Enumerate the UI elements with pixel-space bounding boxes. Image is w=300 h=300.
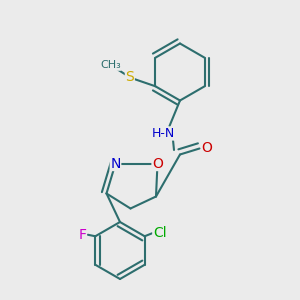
Text: O: O: [152, 157, 163, 170]
Text: N: N: [110, 157, 121, 170]
Text: S: S: [125, 70, 134, 84]
Text: O: O: [202, 142, 212, 155]
Text: Cl: Cl: [153, 226, 166, 240]
Text: H-N: H-N: [152, 127, 175, 140]
Text: F: F: [78, 228, 86, 242]
Text: CH₃: CH₃: [100, 60, 121, 70]
